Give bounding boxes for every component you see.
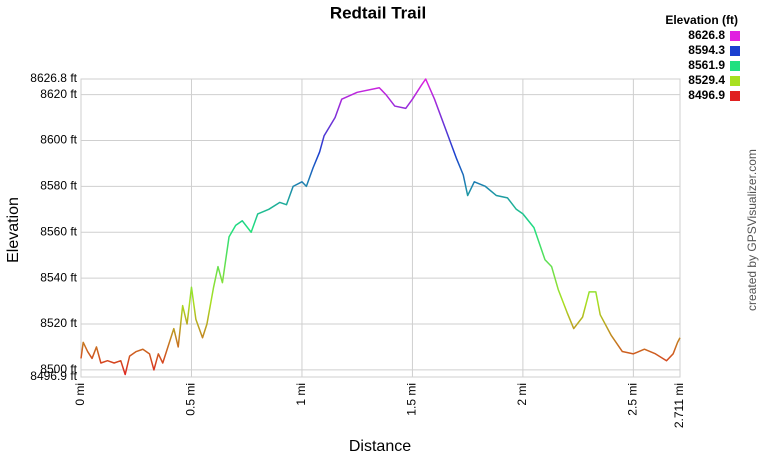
- legend-label: 8496.9: [688, 88, 725, 102]
- legend-label: 8626.8: [688, 28, 725, 42]
- elevation-line: [80, 78, 681, 376]
- legend-label: 8529.4: [688, 73, 725, 87]
- y-tick-label: 8580 ft: [40, 179, 77, 193]
- legend-swatch: [730, 61, 740, 71]
- y-axis-label: Elevation: [5, 197, 22, 263]
- y-tick-label: 8520 ft: [40, 316, 77, 330]
- plot-area: [80, 78, 681, 378]
- y-tick-label: 8626.8 ft: [30, 71, 77, 85]
- x-tick-label: 1 mi: [294, 383, 308, 406]
- chart-title: Redtail Trail: [330, 3, 426, 22]
- y-tick-label: 8496.9 ft: [30, 369, 77, 383]
- legend-label: 8594.3: [688, 43, 725, 57]
- legend-swatch: [730, 31, 740, 41]
- y-tick-label: 8500 ft: [40, 362, 77, 376]
- x-tick-label: 0 mi: [73, 383, 87, 406]
- legend-swatch: [730, 46, 740, 56]
- y-tick-label: 8600 ft: [40, 133, 77, 147]
- x-tick-label: 1.5 mi: [405, 383, 419, 416]
- legend-swatch: [730, 76, 740, 86]
- legend-label: 8561.9: [688, 58, 725, 72]
- x-tick-label: 0.5 mi: [184, 383, 198, 416]
- y-tick-label: 8540 ft: [40, 270, 77, 284]
- x-tick-label: 2.711 mi: [672, 383, 686, 428]
- y-tick-label: 8560 ft: [40, 224, 77, 238]
- x-tick-label: 2.5 mi: [626, 383, 640, 416]
- x-tick-label: 2 mi: [515, 383, 529, 406]
- credit: created by GPSVisualizer.com: [745, 149, 759, 311]
- legend-title: Elevation (ft): [665, 13, 738, 27]
- x-axis-label: Distance: [349, 438, 411, 455]
- y-tick-label: 8620 ft: [40, 87, 77, 101]
- legend-swatch: [730, 91, 740, 101]
